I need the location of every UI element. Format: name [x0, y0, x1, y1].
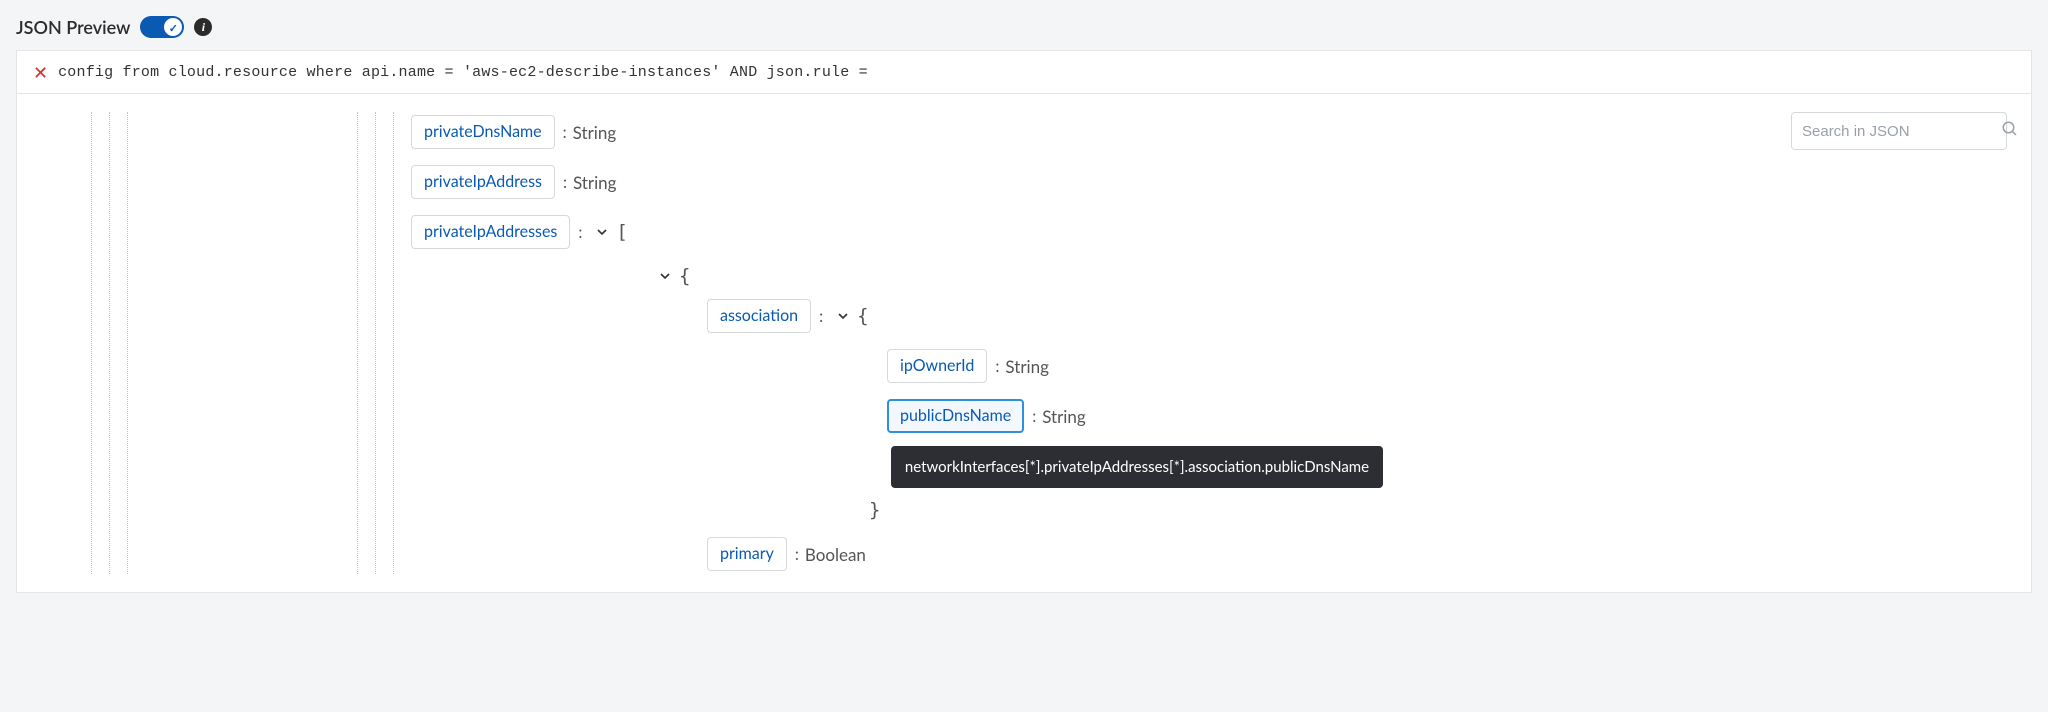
key-ipOwnerId[interactable]: ipOwnerId — [887, 349, 987, 382]
json-key-row: privateDnsName : String — [91, 112, 2007, 152]
type-label: String — [1005, 356, 1049, 377]
toggle-knob — [164, 18, 182, 36]
key-privateIpAddresses[interactable]: privateIpAddresses — [411, 215, 570, 248]
object-open-brace: { — [679, 265, 690, 287]
json-key-row: privateIpAddresses : [ — [91, 212, 2007, 252]
header: JSON Preview i — [16, 16, 2032, 38]
clear-query-icon[interactable]: ✕ — [33, 63, 48, 81]
object-close-row: } — [91, 496, 2007, 524]
json-tree: privateDnsName : String privateIpAddress… — [91, 112, 2007, 574]
json-key-row: privateIpAddress : String — [91, 162, 2007, 202]
colon: : — [795, 545, 799, 564]
chevron-down-icon[interactable] — [657, 268, 673, 284]
colon: : — [578, 223, 582, 242]
json-path-tooltip-wrap: networkInterfaces[*].privateIpAddresses[… — [91, 446, 2007, 488]
check-icon — [169, 18, 178, 36]
json-path-tooltip: networkInterfaces[*].privateIpAddresses[… — [891, 446, 1383, 488]
json-tree-area: privateDnsName : String privateIpAddress… — [17, 94, 2031, 592]
query-text[interactable]: config from cloud.resource where api.nam… — [58, 64, 868, 81]
json-key-row: ipOwnerId : String — [91, 346, 2007, 386]
array-open-bracket: [ — [616, 221, 627, 243]
type-label: Boolean — [805, 544, 866, 565]
type-label: String — [573, 172, 617, 193]
query-bar: ✕ config from cloud.resource where api.n… — [17, 51, 2031, 94]
type-label: String — [573, 122, 617, 143]
json-preview-toggle[interactable] — [140, 16, 184, 38]
json-key-row: association : { — [91, 296, 2007, 336]
key-privateDnsName[interactable]: privateDnsName — [411, 115, 555, 148]
key-privateIpAddress[interactable]: privateIpAddress — [411, 165, 555, 198]
chevron-down-icon[interactable] — [594, 224, 610, 240]
chevron-down-icon[interactable] — [835, 308, 851, 324]
object-open-row: { — [91, 262, 2007, 290]
object-close-brace: } — [869, 499, 880, 521]
info-icon[interactable]: i — [194, 18, 212, 36]
json-key-row: publicDnsName : String — [91, 396, 2007, 436]
main-panel: ✕ config from cloud.resource where api.n… — [16, 50, 2032, 593]
colon: : — [995, 357, 999, 376]
colon: : — [1032, 407, 1036, 426]
type-label: String — [1042, 406, 1086, 427]
key-association[interactable]: association — [707, 299, 811, 332]
page-title: JSON Preview — [16, 16, 130, 38]
colon: : — [563, 173, 567, 192]
object-open-brace: { — [857, 305, 868, 327]
colon: : — [563, 123, 567, 142]
colon: : — [819, 307, 823, 326]
key-publicDnsName[interactable]: publicDnsName — [887, 399, 1024, 432]
json-key-row: primary : Boolean — [91, 534, 2007, 574]
key-primary[interactable]: primary — [707, 537, 787, 570]
